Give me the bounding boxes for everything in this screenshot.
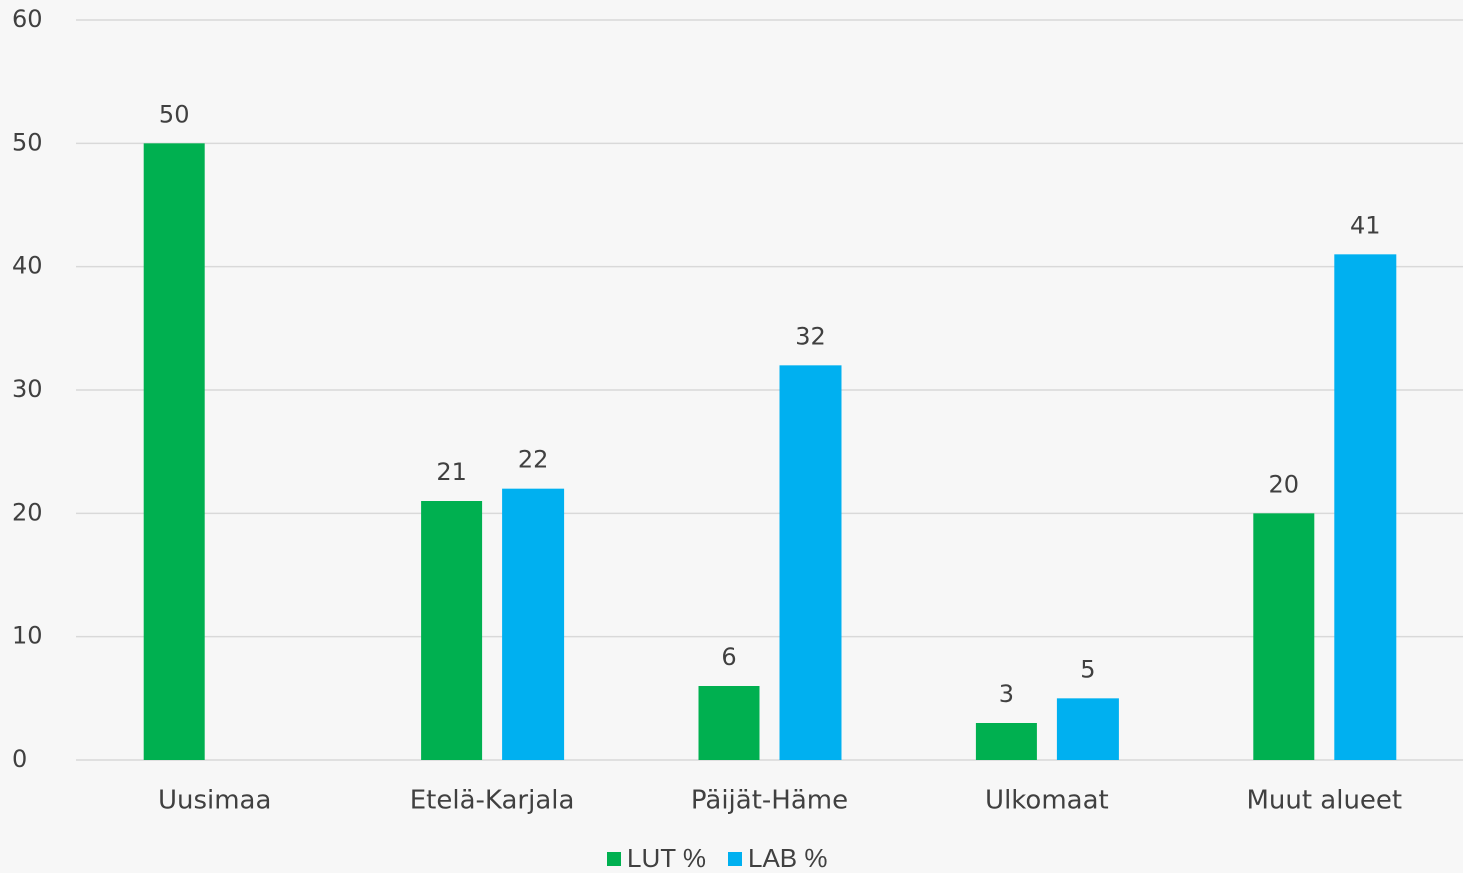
data-label: 6 bbox=[721, 643, 736, 671]
data-label: 3 bbox=[999, 680, 1014, 708]
y-tick-label: 30 bbox=[12, 375, 43, 403]
data-label: 21 bbox=[436, 458, 467, 486]
y-tick-label: 20 bbox=[12, 498, 43, 526]
x-tick-label: Uusimaa bbox=[158, 786, 271, 816]
y-tick-label: 0 bbox=[12, 745, 27, 773]
y-tick-label: 60 bbox=[12, 5, 43, 33]
data-label: 32 bbox=[795, 322, 826, 350]
y-tick-label: 50 bbox=[12, 128, 43, 156]
data-label: 50 bbox=[159, 100, 190, 128]
bar bbox=[698, 686, 760, 760]
bar bbox=[975, 723, 1037, 760]
bar bbox=[1056, 698, 1119, 760]
data-label: 20 bbox=[1269, 470, 1300, 498]
bar bbox=[143, 143, 205, 761]
y-tick-label: 40 bbox=[12, 252, 43, 280]
legend-label: LAB % bbox=[748, 843, 828, 873]
data-label: 5 bbox=[1080, 655, 1095, 683]
x-tick-label: Etelä-Karjala bbox=[410, 786, 575, 816]
bar bbox=[421, 501, 483, 760]
bar bbox=[1334, 254, 1397, 761]
x-tick-label: Päijät-Häme bbox=[691, 786, 848, 816]
legend-swatch bbox=[607, 852, 621, 866]
legend-swatch bbox=[728, 852, 742, 866]
x-tick-label: Ulkomaat bbox=[985, 786, 1109, 816]
data-label: 41 bbox=[1350, 211, 1381, 239]
bar bbox=[502, 488, 565, 760]
legend-label: LUT % bbox=[627, 843, 706, 873]
data-label: 22 bbox=[518, 446, 549, 474]
bar bbox=[779, 365, 842, 760]
bar bbox=[1253, 513, 1315, 760]
x-tick-label: Muut alueet bbox=[1246, 786, 1402, 816]
y-tick-label: 10 bbox=[12, 622, 43, 650]
